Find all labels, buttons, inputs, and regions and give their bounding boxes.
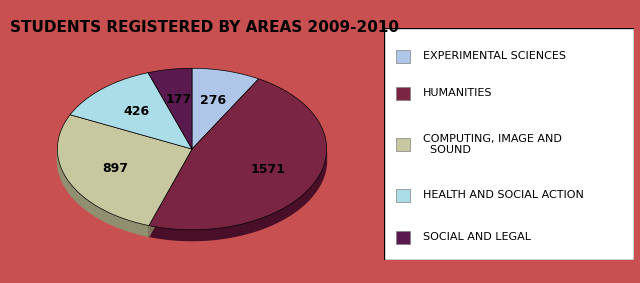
Polygon shape — [58, 115, 192, 226]
Polygon shape — [58, 151, 149, 236]
Polygon shape — [149, 149, 192, 236]
Text: HEALTH AND SOCIAL ACTION: HEALTH AND SOCIAL ACTION — [422, 190, 584, 200]
FancyBboxPatch shape — [397, 138, 410, 151]
FancyBboxPatch shape — [397, 231, 410, 244]
Polygon shape — [148, 68, 192, 149]
Text: 897: 897 — [102, 162, 128, 175]
Text: 276: 276 — [200, 94, 227, 107]
Polygon shape — [149, 153, 326, 241]
FancyBboxPatch shape — [397, 87, 410, 100]
Polygon shape — [192, 68, 259, 149]
Text: 1571: 1571 — [251, 163, 285, 176]
Polygon shape — [149, 79, 326, 230]
Text: 177: 177 — [165, 93, 191, 106]
Polygon shape — [70, 73, 192, 149]
Text: EXPERIMENTAL SCIENCES: EXPERIMENTAL SCIENCES — [422, 51, 566, 61]
Text: HUMANITIES: HUMANITIES — [422, 88, 492, 98]
FancyBboxPatch shape — [397, 50, 410, 63]
Text: 426: 426 — [123, 105, 149, 118]
Text: STUDENTS REGISTERED BY AREAS 2009-2010: STUDENTS REGISTERED BY AREAS 2009-2010 — [10, 20, 399, 35]
Text: SOCIAL AND LEGAL: SOCIAL AND LEGAL — [422, 232, 531, 242]
FancyBboxPatch shape — [384, 28, 634, 260]
FancyBboxPatch shape — [397, 189, 410, 202]
Polygon shape — [149, 149, 192, 236]
Text: COMPUTING, IMAGE AND
  SOUND: COMPUTING, IMAGE AND SOUND — [422, 134, 561, 155]
